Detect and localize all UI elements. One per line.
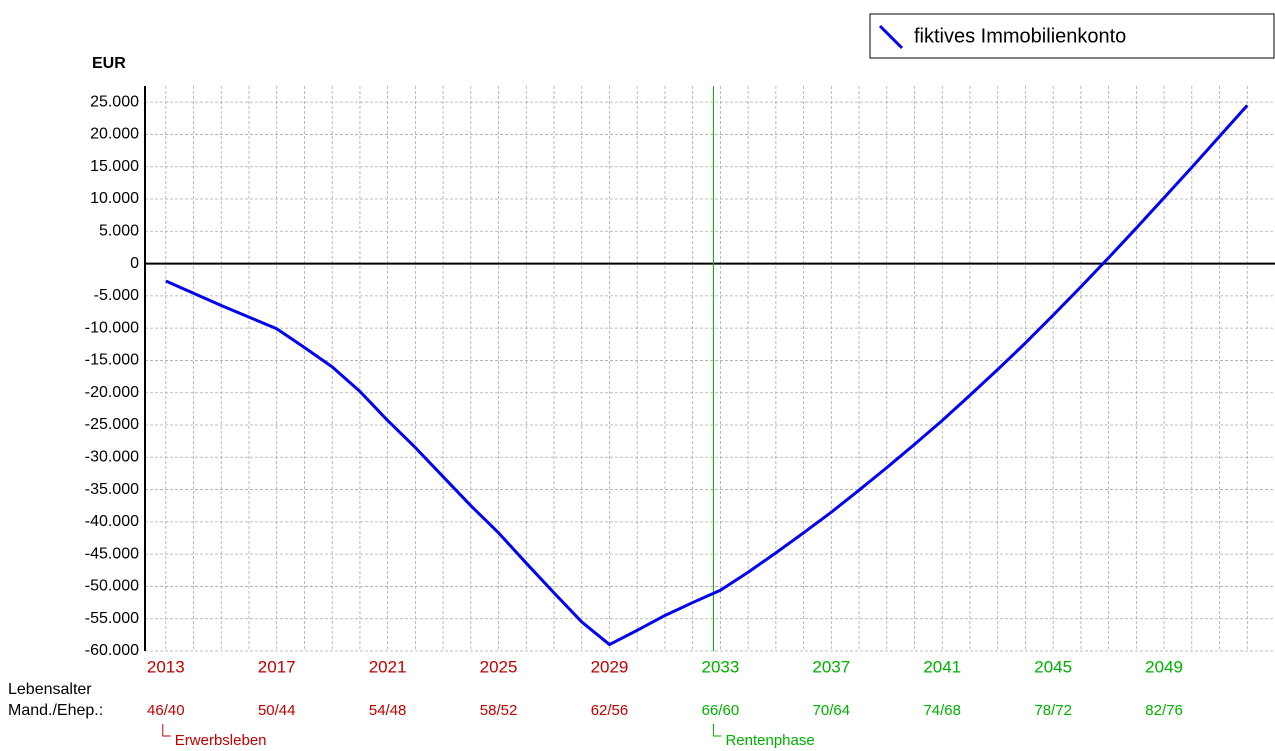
- y-tick-label: -10.000: [85, 319, 139, 336]
- phase-bracket: [712, 724, 722, 737]
- y-tick-label: -45.000: [85, 545, 139, 562]
- phase-bracket: [162, 724, 171, 737]
- x-tick-label: 2029: [591, 657, 629, 676]
- age-label: 74/68: [923, 702, 961, 719]
- y-tick-label: -20.000: [85, 384, 139, 401]
- age-row-label: Lebensalter: [8, 681, 92, 698]
- x-tick-label: 2045: [1034, 657, 1072, 676]
- x-tick-label: 2037: [812, 657, 850, 676]
- y-tick-label: -5.000: [94, 287, 139, 304]
- x-tick-label: 2025: [480, 657, 518, 676]
- data-line: [165, 104, 1249, 647]
- y-tick-label: -50.000: [85, 578, 139, 595]
- age-label: 78/72: [1034, 702, 1072, 719]
- y-tick-label: -30.000: [85, 449, 139, 466]
- y-tick-label: 0: [130, 255, 139, 272]
- x-tick-label: 2017: [258, 657, 296, 676]
- y-tick-label: 5.000: [99, 223, 139, 240]
- age-label: 62/56: [591, 702, 629, 719]
- y-tick-label: -15.000: [85, 352, 139, 369]
- age-label: 66/60: [702, 702, 740, 719]
- age-label: 50/44: [258, 702, 296, 719]
- age-label: 46/40: [147, 702, 185, 719]
- x-tick-label: 2013: [147, 657, 185, 676]
- age-label: 58/52: [480, 702, 518, 719]
- y-tick-label: -55.000: [85, 610, 139, 627]
- legend-box: [869, 13, 1275, 59]
- y-tick-label: -35.000: [85, 481, 139, 498]
- age-label: 70/64: [813, 702, 851, 719]
- y-tick-label: -40.000: [85, 513, 139, 530]
- phase-label: Erwerbsleben: [175, 732, 267, 749]
- x-tick-label: 2021: [369, 657, 407, 676]
- x-tick-label: 2041: [923, 657, 961, 676]
- legend-swatch: [878, 24, 904, 50]
- y-tick-label: 20.000: [90, 126, 139, 143]
- y-tick-label: 25.000: [90, 93, 139, 110]
- age-label: 54/48: [369, 702, 407, 719]
- y-axis-label: EUR: [92, 55, 126, 72]
- x-tick-label: 2049: [1145, 657, 1183, 676]
- y-tick-label: -60.000: [85, 642, 139, 659]
- y-tick-label: 10.000: [90, 190, 139, 207]
- legend-label: fiktives Immobilienkonto: [914, 25, 1126, 47]
- age-row-label: Mand./Ehep.:: [8, 702, 103, 719]
- phase-label: Rentenphase: [725, 732, 814, 749]
- age-label: 82/76: [1145, 702, 1183, 719]
- x-tick-label: 2033: [701, 657, 739, 676]
- y-tick-label: 15.000: [90, 158, 139, 175]
- y-tick-label: -25.000: [85, 416, 139, 433]
